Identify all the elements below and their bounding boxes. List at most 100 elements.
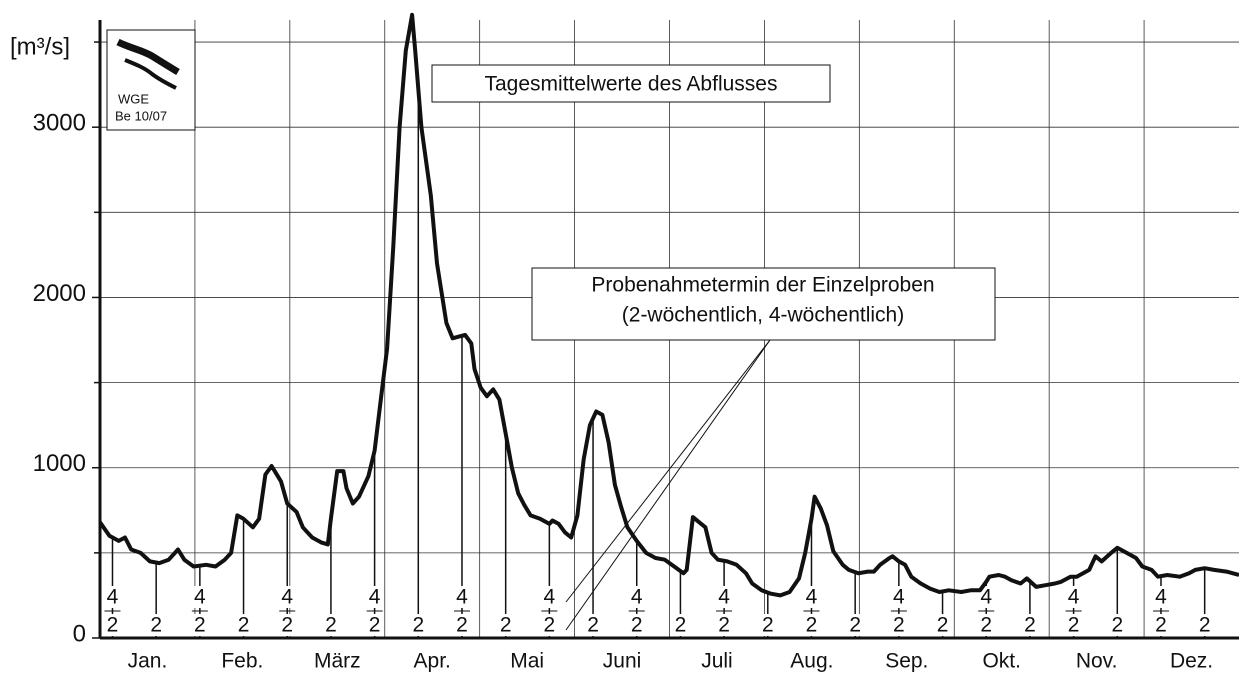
plot: 0 1000 2000 3000 Jan. Feb. März Apr. Mai Juni Juli… bbox=[33, 12, 1239, 673]
sample-label-bg bbox=[366, 614, 383, 636]
sample-label: 2 bbox=[500, 614, 512, 637]
sample-label: 2 bbox=[587, 614, 599, 637]
sample-label-bg bbox=[235, 614, 252, 636]
sample-label-bg bbox=[890, 614, 907, 636]
sample-label-bg bbox=[978, 614, 995, 636]
sample-label: 2 bbox=[937, 614, 949, 637]
y-tick-label: 3000 bbox=[33, 110, 86, 137]
sample-label-bg bbox=[541, 586, 558, 608]
sample-label: 4 bbox=[369, 586, 381, 609]
sample-label: 2 bbox=[369, 614, 381, 637]
sample-label-bg bbox=[628, 614, 645, 636]
logo: WGE Be 10/07 bbox=[106, 29, 196, 131]
x-tick-label: Mai bbox=[510, 650, 544, 673]
sample-label: 2 bbox=[150, 614, 162, 637]
sample-label: 4 bbox=[806, 586, 818, 609]
sample-label: 2 bbox=[1155, 614, 1167, 637]
leader-line bbox=[565, 339, 771, 631]
sample-label-bg bbox=[759, 614, 776, 636]
y-tick-label: 2000 bbox=[33, 280, 86, 307]
sample-label-bg bbox=[453, 614, 470, 636]
sample-label: 2 bbox=[412, 614, 424, 637]
sample-label: 2 bbox=[325, 614, 337, 637]
sample-label: 2 bbox=[1024, 614, 1036, 637]
sample-label-bg bbox=[453, 586, 470, 608]
logo-swoosh bbox=[124, 58, 177, 90]
sample-label-bg bbox=[410, 614, 427, 636]
x-tick-label: Juli bbox=[701, 650, 733, 673]
sample-label-bg bbox=[1065, 586, 1082, 608]
sample-label: 2 bbox=[544, 614, 556, 637]
sample-label-bg bbox=[322, 614, 339, 636]
sample-label-bg bbox=[191, 614, 208, 636]
sample-label: 2 bbox=[675, 614, 687, 637]
sample-label: 2 bbox=[980, 614, 992, 637]
sample-label-bg bbox=[191, 586, 208, 608]
sample-label: 4 bbox=[1068, 586, 1080, 609]
x-tick-label: Apr. bbox=[414, 650, 451, 673]
sample-label-bg bbox=[978, 586, 995, 608]
x-tick-label: Feb. bbox=[221, 650, 263, 673]
sample-label: 4 bbox=[1155, 586, 1167, 609]
x-tick-label: Sep. bbox=[885, 650, 928, 673]
annotation-box bbox=[431, 64, 831, 103]
sample-label-bg bbox=[1065, 614, 1082, 636]
sample-label-bg bbox=[1021, 614, 1038, 636]
sample-label-bg bbox=[541, 614, 558, 636]
sample-label: 2 bbox=[762, 614, 774, 637]
sample-label: 2 bbox=[1111, 614, 1123, 637]
sample-label-bg bbox=[716, 614, 733, 636]
sample-label: 4 bbox=[631, 586, 643, 609]
sample-label: 2 bbox=[456, 614, 468, 637]
sample-label: 2 bbox=[806, 614, 818, 637]
x-tick-label: Dez. bbox=[1170, 650, 1213, 673]
sample-label: 2 bbox=[281, 614, 293, 637]
logo-swoosh bbox=[116, 38, 180, 76]
sample-label-bg bbox=[716, 586, 733, 608]
sample-label-bg bbox=[1109, 614, 1126, 636]
sample-label-bg bbox=[104, 586, 121, 608]
sample-label-bg bbox=[628, 586, 645, 608]
sample-label: 4 bbox=[107, 586, 119, 609]
sample-label-bg bbox=[366, 586, 383, 608]
sample-label-bg bbox=[497, 614, 514, 636]
sample-label: 2 bbox=[1199, 614, 1211, 637]
x-tick-label: Jan. bbox=[128, 650, 168, 673]
sample-label: 4 bbox=[544, 586, 556, 609]
sample-label: 2 bbox=[631, 614, 643, 637]
sample-label: 4 bbox=[281, 586, 293, 609]
sample-label-bg bbox=[847, 614, 864, 636]
sample-label-bg bbox=[1196, 614, 1213, 636]
sample-label-bg bbox=[279, 614, 296, 636]
y-tick-label: 0 bbox=[73, 620, 86, 647]
annotation-main: Tagesmittelwerte des Abflusses bbox=[431, 64, 831, 103]
y-tick-label: 1000 bbox=[33, 450, 86, 477]
sample-label-bg bbox=[104, 614, 121, 636]
annotation-text: Tagesmittelwerte des Abflusses bbox=[485, 73, 778, 96]
x-tick-label: Aug. bbox=[790, 650, 833, 673]
unit-label: [m³/s] bbox=[10, 33, 70, 60]
logo-text: Be 10/07 bbox=[115, 108, 167, 123]
annotation-text: Probenahmetermin der Einzelproben bbox=[591, 274, 934, 297]
sample-label-bg bbox=[585, 614, 602, 636]
sample-label: 2 bbox=[893, 614, 905, 637]
sample-label: 2 bbox=[718, 614, 730, 637]
sample-label-bg bbox=[672, 614, 689, 636]
x-tick-label: Juni bbox=[603, 650, 642, 673]
annotation-box bbox=[531, 267, 996, 341]
annotation-text: (2-wöchentlich, 4-wöchentlich) bbox=[622, 304, 904, 327]
sample-label: 4 bbox=[456, 586, 468, 609]
discharge-line bbox=[98, 12, 1239, 598]
sample-label: 4 bbox=[194, 586, 206, 609]
sample-label: 4 bbox=[980, 586, 992, 609]
sample-label: 4 bbox=[718, 586, 730, 609]
logo-text: WGE bbox=[118, 91, 149, 106]
annotation-samples: Probenahmetermin der Einzelproben (2-wöc… bbox=[531, 267, 996, 631]
sample-label: 2 bbox=[1068, 614, 1080, 637]
sample-label: 2 bbox=[194, 614, 206, 637]
x-tick-label: Nov. bbox=[1076, 650, 1118, 673]
sample-label-bg bbox=[1152, 614, 1169, 636]
sample-label: 4 bbox=[893, 586, 905, 609]
sample-label-bg bbox=[803, 586, 820, 608]
